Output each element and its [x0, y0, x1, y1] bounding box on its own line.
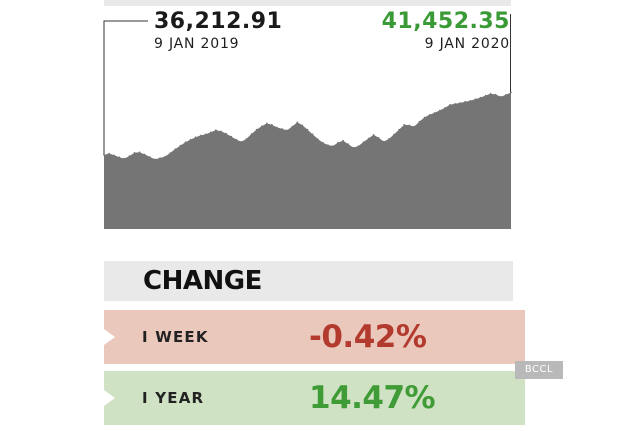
data-point [159, 157, 161, 159]
data-point [347, 143, 350, 145]
data-point [479, 96, 482, 99]
data-point [260, 125, 263, 127]
data-point [352, 146, 355, 149]
data-point [500, 95, 502, 98]
data-point [327, 144, 329, 146]
data-point [367, 137, 370, 140]
data-point [194, 136, 197, 138]
data-point [428, 114, 431, 116]
sensex-area-chart [103, 14, 512, 229]
change-row-year: I YEAR 14.47% [104, 371, 525, 425]
data-point [403, 123, 406, 126]
row-notch-marker [104, 329, 115, 345]
chart-layer [103, 14, 512, 229]
data-point [474, 98, 477, 100]
data-point [108, 152, 110, 155]
data-point [393, 133, 395, 136]
change-row-week: I WEEK -0.42% [104, 310, 525, 364]
data-point [377, 137, 380, 139]
top-strip [104, 0, 511, 6]
data-point [133, 152, 136, 154]
data-point [199, 134, 202, 137]
data-point [484, 94, 487, 97]
data-point [230, 135, 232, 138]
data-point [286, 129, 288, 132]
start-leader-line [103, 20, 148, 155]
data-point [271, 123, 273, 126]
data-point [210, 131, 212, 133]
year-label: I YEAR [142, 389, 205, 407]
data-point [301, 124, 304, 127]
data-point [128, 155, 131, 157]
data-point [123, 157, 126, 160]
data-point [296, 121, 299, 123]
data-point [398, 128, 400, 131]
week-change-value: -0.42% [309, 319, 427, 355]
data-point [143, 153, 146, 156]
data-point [164, 155, 166, 158]
data-point [184, 141, 187, 143]
data-point [408, 124, 411, 127]
data-point [362, 141, 365, 143]
data-point [215, 129, 217, 131]
data-point [332, 145, 334, 147]
data-point [281, 128, 283, 130]
data-point [225, 132, 227, 135]
data-point [489, 92, 492, 95]
data-point [454, 103, 456, 105]
bccl-credit-badge: BCCL [515, 361, 563, 379]
data-point [118, 156, 121, 158]
data-point [449, 104, 451, 106]
data-point [383, 140, 385, 143]
change-header-band [104, 261, 513, 301]
data-point [266, 122, 268, 125]
data-point [418, 120, 421, 123]
data-point [220, 130, 222, 133]
data-point [205, 133, 207, 135]
data-point [179, 144, 182, 147]
data-point [174, 148, 176, 150]
data-point [189, 138, 192, 141]
data-point [240, 140, 243, 143]
data-point [316, 138, 319, 140]
data-point [322, 141, 324, 144]
data-point [337, 141, 339, 144]
data-point [113, 154, 115, 157]
data-point [311, 133, 314, 135]
data-point [149, 156, 151, 158]
data-point [250, 133, 253, 135]
data-point [505, 94, 507, 96]
data-point [459, 102, 461, 104]
data-point [291, 125, 294, 128]
data-point [469, 99, 472, 102]
data-point [372, 134, 375, 136]
start-value-label: 36,212.91 [154, 9, 283, 34]
year-change-value: 14.47% [309, 380, 436, 416]
end-date-label: 9 JAN 2020 [424, 36, 510, 52]
end-value-label: 41,452.35 [381, 9, 510, 34]
data-point [433, 112, 436, 114]
data-point [235, 138, 238, 141]
data-point [464, 100, 467, 103]
data-point [154, 158, 156, 161]
change-title: CHANGE [143, 266, 262, 296]
start-date-label: 9 JAN 2019 [154, 36, 240, 52]
area-series [104, 92, 511, 229]
data-point [276, 126, 278, 129]
data-point [306, 128, 309, 131]
week-label: I WEEK [142, 328, 209, 346]
data-point [494, 93, 497, 96]
data-point [255, 128, 258, 131]
data-point [357, 145, 360, 147]
data-point [245, 138, 248, 140]
data-point [423, 116, 426, 119]
row-notch-marker [104, 390, 115, 406]
data-point [342, 139, 344, 142]
data-point [444, 107, 446, 109]
data-point [439, 109, 441, 112]
data-point [169, 152, 171, 154]
data-point [413, 125, 416, 128]
data-point [138, 151, 141, 153]
data-point [388, 138, 390, 140]
